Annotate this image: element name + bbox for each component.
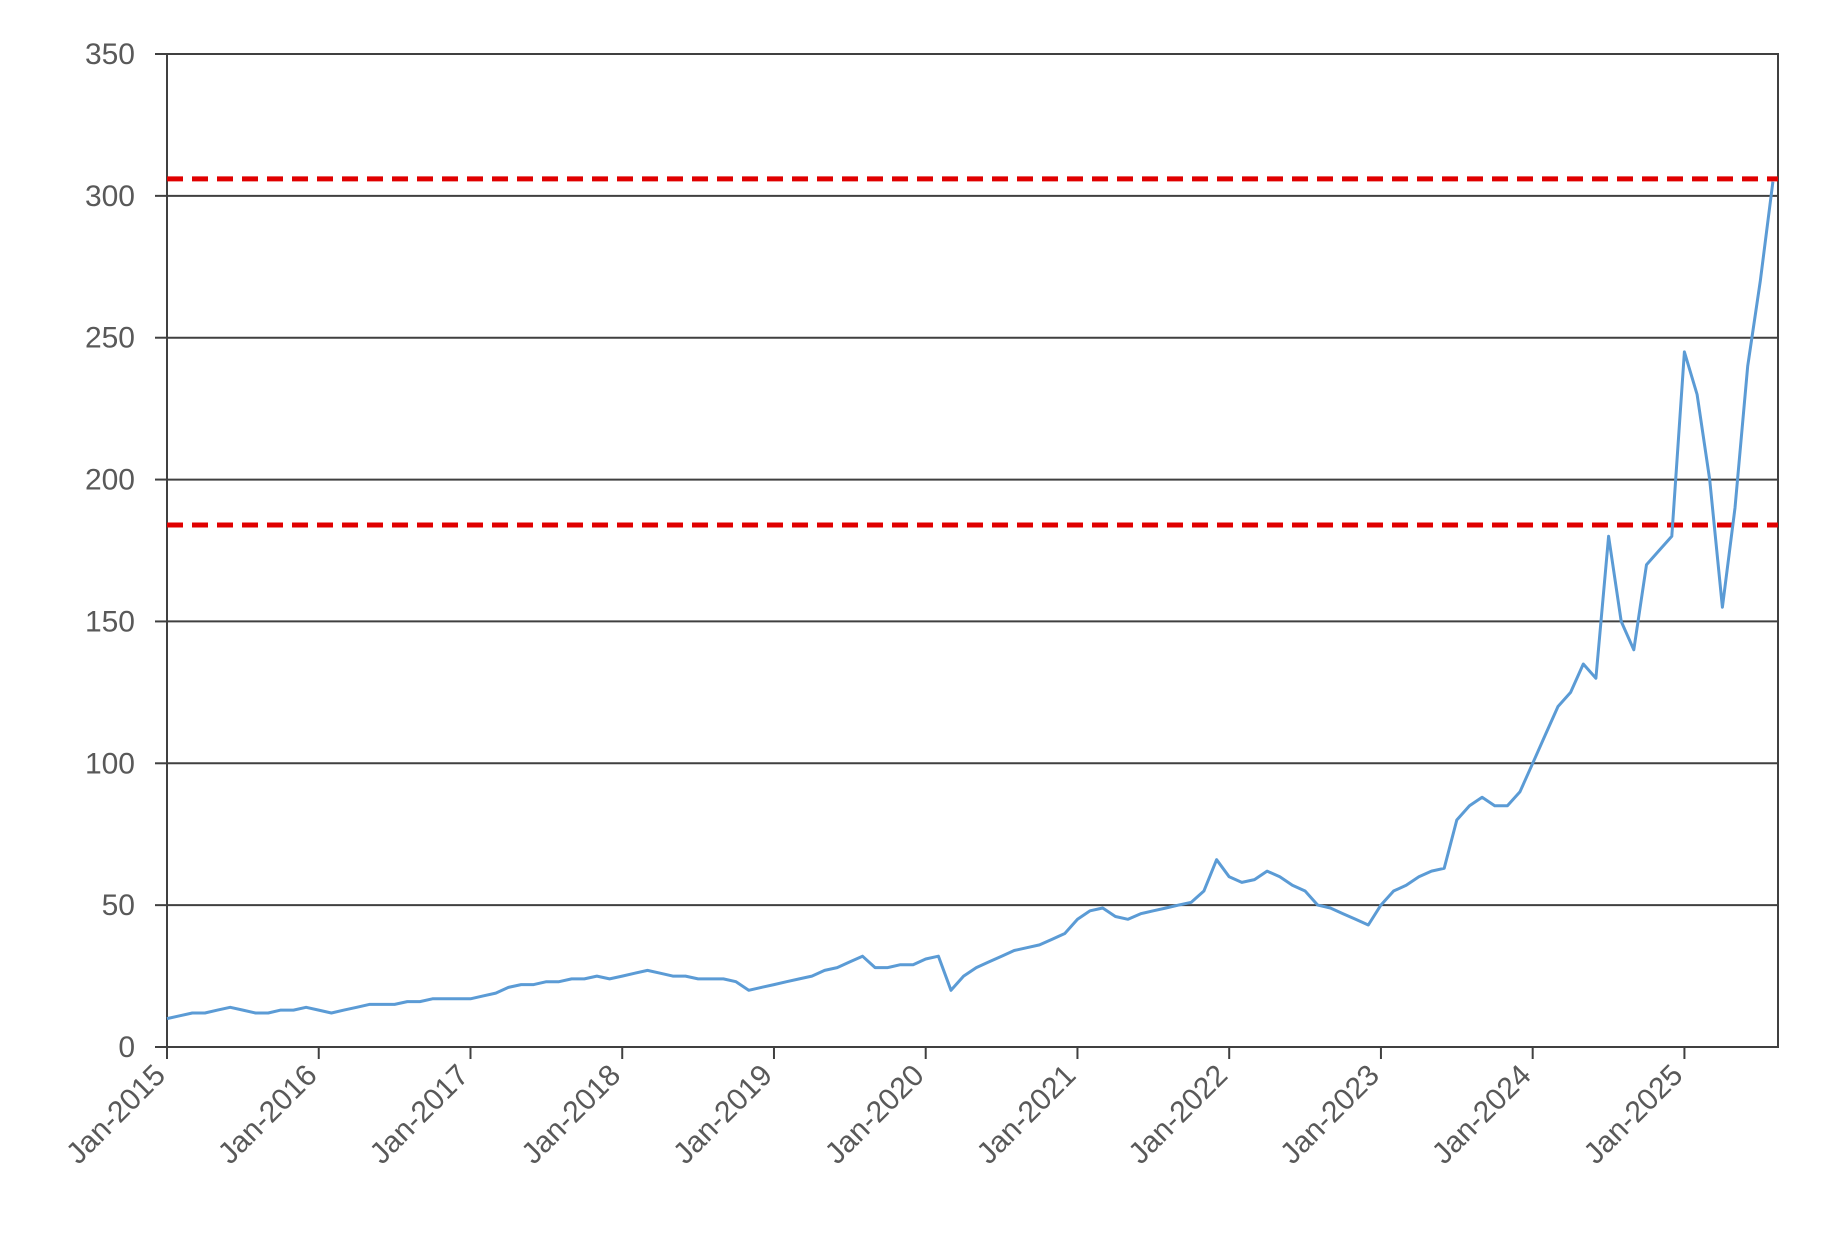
x-tick-label: Jan-2018 bbox=[515, 1059, 627, 1171]
y-tick-label: 0 bbox=[118, 1031, 135, 1064]
x-tick-label: Jan-2015 bbox=[60, 1059, 172, 1171]
y-tick-label: 250 bbox=[85, 322, 135, 355]
y-tick-label: 200 bbox=[85, 464, 135, 497]
y-tick-label: 50 bbox=[102, 889, 135, 922]
y-tick-label: 350 bbox=[85, 38, 135, 71]
y-tick-label: 150 bbox=[85, 605, 135, 638]
x-tick-label: Jan-2025 bbox=[1578, 1059, 1690, 1171]
x-tick-label: Jan-2024 bbox=[1426, 1059, 1538, 1171]
x-tick-label: Jan-2019 bbox=[667, 1059, 779, 1171]
y-tick-label: 300 bbox=[85, 180, 135, 213]
y-tick-label: 100 bbox=[85, 747, 135, 780]
price-line bbox=[166, 181, 1775, 1021]
x-tick-label: Jan-2023 bbox=[1274, 1059, 1386, 1171]
x-tick-label: Jan-2020 bbox=[819, 1059, 931, 1171]
x-tick-label: Jan-2022 bbox=[1122, 1059, 1234, 1171]
x-tick-label: Jan-2016 bbox=[212, 1059, 324, 1171]
plot-border bbox=[166, 53, 1779, 1048]
x-tick-label: Jan-2017 bbox=[364, 1059, 476, 1171]
x-tick-label: Jan-2021 bbox=[971, 1059, 1083, 1171]
